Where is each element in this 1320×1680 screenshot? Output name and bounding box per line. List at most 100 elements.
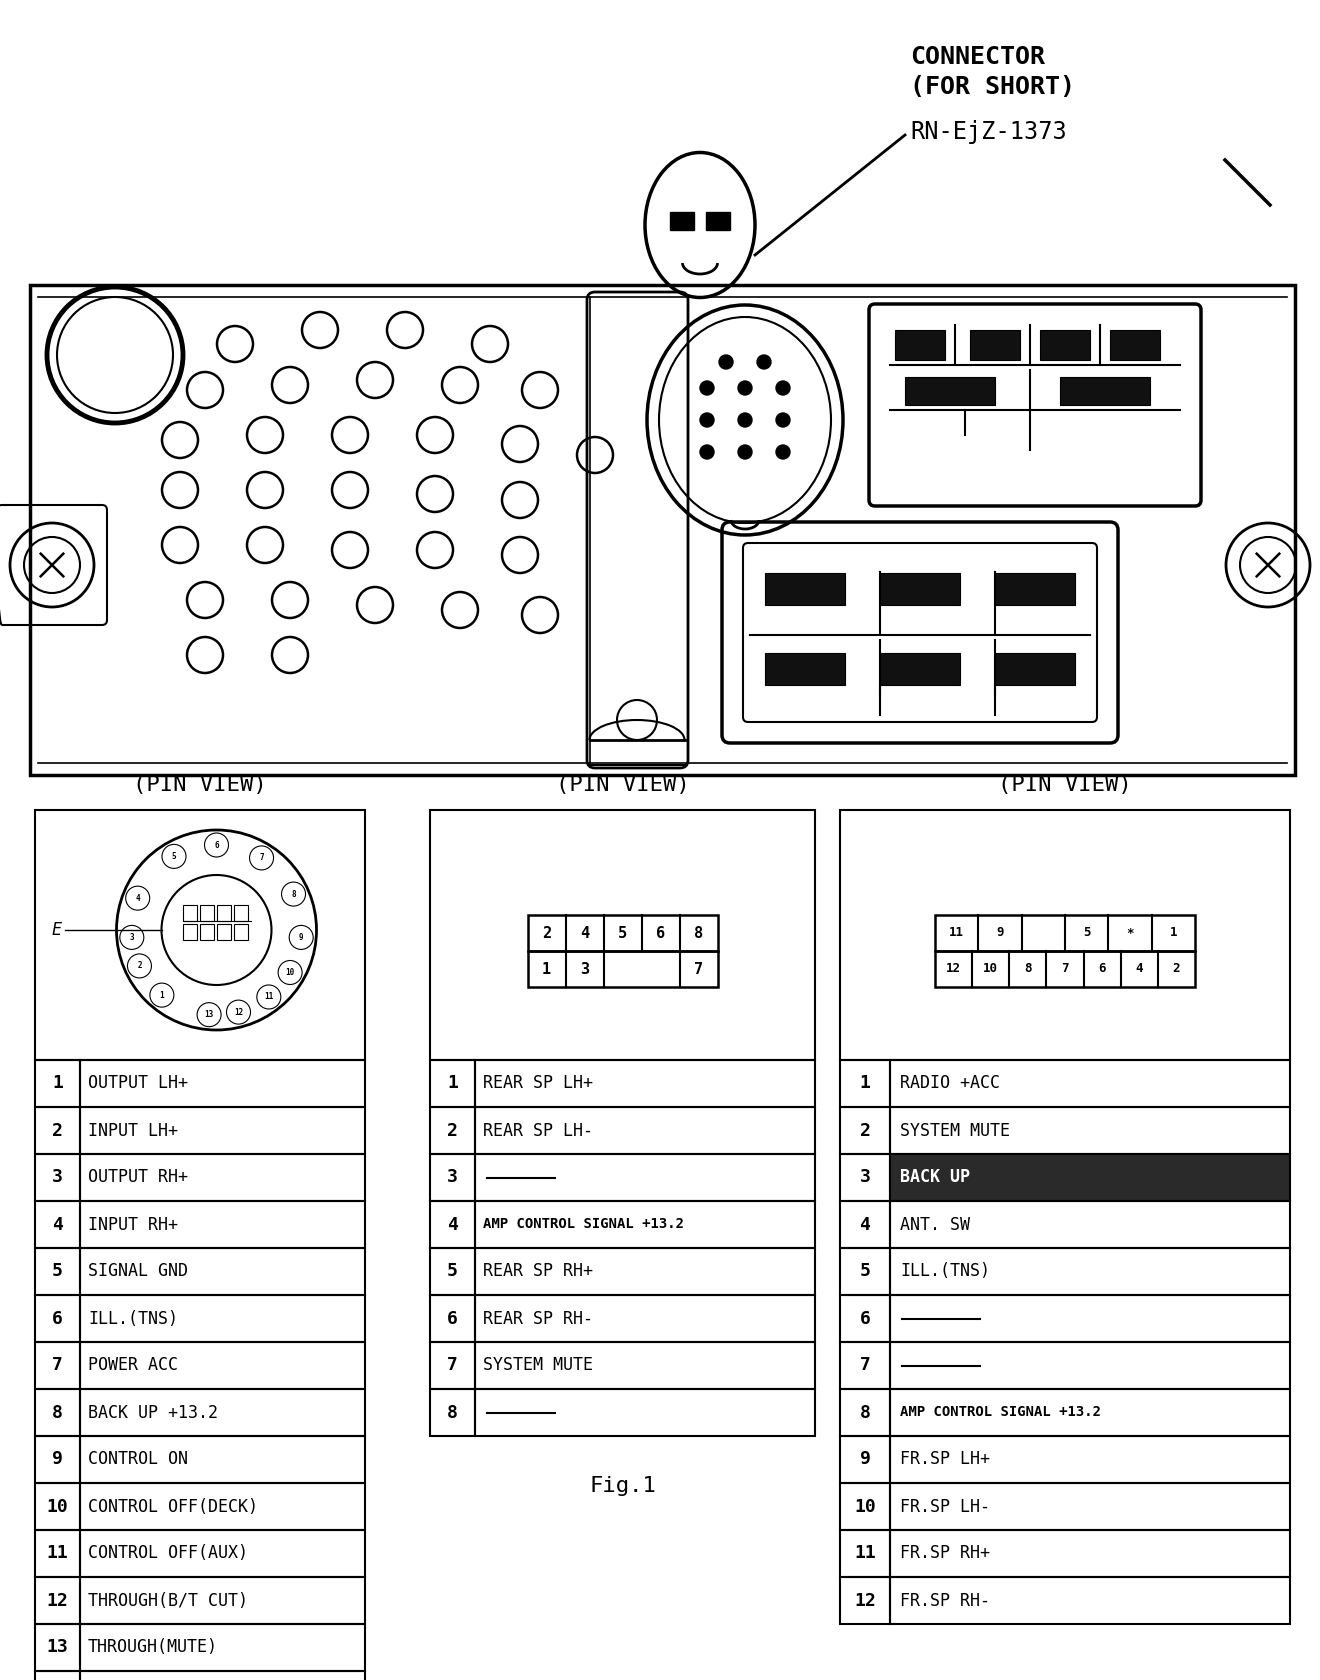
Text: 8: 8 <box>1024 963 1032 976</box>
Text: ILL.(TNS): ILL.(TNS) <box>88 1309 178 1327</box>
Bar <box>890 1389 1290 1436</box>
Text: THROUGH(B/T CUT): THROUGH(B/T CUT) <box>88 1591 248 1609</box>
Text: 12: 12 <box>854 1591 876 1609</box>
Text: SYSTEM MUTE: SYSTEM MUTE <box>483 1356 593 1374</box>
Bar <box>199 906 214 921</box>
Text: 10: 10 <box>854 1497 876 1515</box>
Bar <box>1040 329 1090 360</box>
Bar <box>36 1578 81 1625</box>
Text: 6: 6 <box>1098 963 1106 976</box>
Bar <box>475 1107 814 1154</box>
Circle shape <box>738 381 752 395</box>
Text: SIGNAL GND: SIGNAL GND <box>88 1262 187 1280</box>
Text: 5: 5 <box>51 1262 63 1280</box>
Text: BACK UP +13.2: BACK UP +13.2 <box>88 1403 218 1421</box>
Text: 6: 6 <box>656 926 665 941</box>
Text: 2: 2 <box>51 1122 63 1139</box>
Bar <box>81 1107 366 1154</box>
Text: ILL.(TNS): ILL.(TNS) <box>900 1262 990 1280</box>
Bar <box>528 951 718 986</box>
Text: 8: 8 <box>694 926 704 941</box>
Bar <box>36 1483 81 1530</box>
Bar <box>766 573 845 605</box>
Text: 3: 3 <box>859 1169 870 1186</box>
Bar <box>890 1483 1290 1530</box>
Bar <box>995 654 1074 685</box>
Bar <box>430 1107 475 1154</box>
Text: 2: 2 <box>447 1122 458 1139</box>
Text: 2: 2 <box>543 926 550 941</box>
Text: CONTROL ON: CONTROL ON <box>88 1450 187 1468</box>
Bar <box>182 906 197 921</box>
Bar <box>81 1248 366 1295</box>
Bar <box>970 329 1020 360</box>
Bar <box>36 1248 81 1295</box>
Text: 1: 1 <box>543 961 550 976</box>
Text: RADIO +ACC: RADIO +ACC <box>900 1075 1001 1092</box>
Bar <box>475 1295 814 1342</box>
Text: 4: 4 <box>1135 963 1143 976</box>
Text: 5: 5 <box>1082 926 1090 939</box>
Text: 7: 7 <box>51 1356 63 1374</box>
Bar <box>430 810 814 1060</box>
Bar <box>840 1436 890 1483</box>
Bar <box>36 1107 81 1154</box>
Bar <box>430 1154 475 1201</box>
Text: 1: 1 <box>1170 926 1177 939</box>
Text: (FOR SHORT): (FOR SHORT) <box>909 76 1074 99</box>
Bar <box>36 810 366 1060</box>
Bar <box>840 1107 890 1154</box>
Bar <box>36 1436 81 1483</box>
Bar <box>880 654 960 685</box>
Bar <box>880 573 960 605</box>
Bar <box>475 1201 814 1248</box>
Bar <box>890 1201 1290 1248</box>
Text: 13: 13 <box>205 1010 214 1020</box>
Bar <box>36 1201 81 1248</box>
Text: 2: 2 <box>1172 963 1180 976</box>
Bar <box>840 1154 890 1201</box>
Bar <box>890 1107 1290 1154</box>
Bar <box>81 1154 366 1201</box>
Bar <box>840 1342 890 1389</box>
Bar <box>840 1483 890 1530</box>
Bar <box>216 906 231 921</box>
Text: CONNECTOR: CONNECTOR <box>909 45 1045 69</box>
Text: 8: 8 <box>51 1403 63 1421</box>
Bar <box>475 1060 814 1107</box>
Bar <box>430 1060 475 1107</box>
Bar <box>81 1060 366 1107</box>
Text: AMP CONTROL SIGNAL +13.2: AMP CONTROL SIGNAL +13.2 <box>900 1406 1101 1420</box>
Text: FR.SP LH-: FR.SP LH- <box>900 1497 990 1515</box>
Bar <box>475 1248 814 1295</box>
Text: 13: 13 <box>46 1638 69 1656</box>
Bar <box>840 810 1290 1060</box>
Text: 6: 6 <box>214 840 219 850</box>
Text: THROUGH(MUTE): THROUGH(MUTE) <box>88 1638 218 1656</box>
Bar <box>906 376 995 405</box>
Bar <box>36 1625 81 1672</box>
Text: *: * <box>1126 926 1134 939</box>
Circle shape <box>776 381 789 395</box>
Circle shape <box>738 445 752 459</box>
Text: 6: 6 <box>51 1309 63 1327</box>
Bar <box>528 916 718 951</box>
Bar <box>895 329 945 360</box>
Text: (PIN VIEW): (PIN VIEW) <box>133 774 267 795</box>
Bar <box>1110 329 1160 360</box>
Bar <box>81 1389 366 1436</box>
Text: 10: 10 <box>46 1497 69 1515</box>
Text: OUTPUT LH+: OUTPUT LH+ <box>88 1075 187 1092</box>
Text: AMP CONTROL SIGNAL +13.2: AMP CONTROL SIGNAL +13.2 <box>483 1218 684 1231</box>
Circle shape <box>700 445 714 459</box>
Bar <box>81 1295 366 1342</box>
Bar <box>890 1060 1290 1107</box>
Text: 12: 12 <box>46 1591 69 1609</box>
Text: CONTROL OFF(DECK): CONTROL OFF(DECK) <box>88 1497 257 1515</box>
Circle shape <box>738 413 752 427</box>
Text: INPUT RH+: INPUT RH+ <box>88 1216 178 1233</box>
Text: 12: 12 <box>946 963 961 976</box>
Text: 3: 3 <box>579 961 589 976</box>
Bar <box>840 1530 890 1578</box>
Bar <box>81 1578 366 1625</box>
